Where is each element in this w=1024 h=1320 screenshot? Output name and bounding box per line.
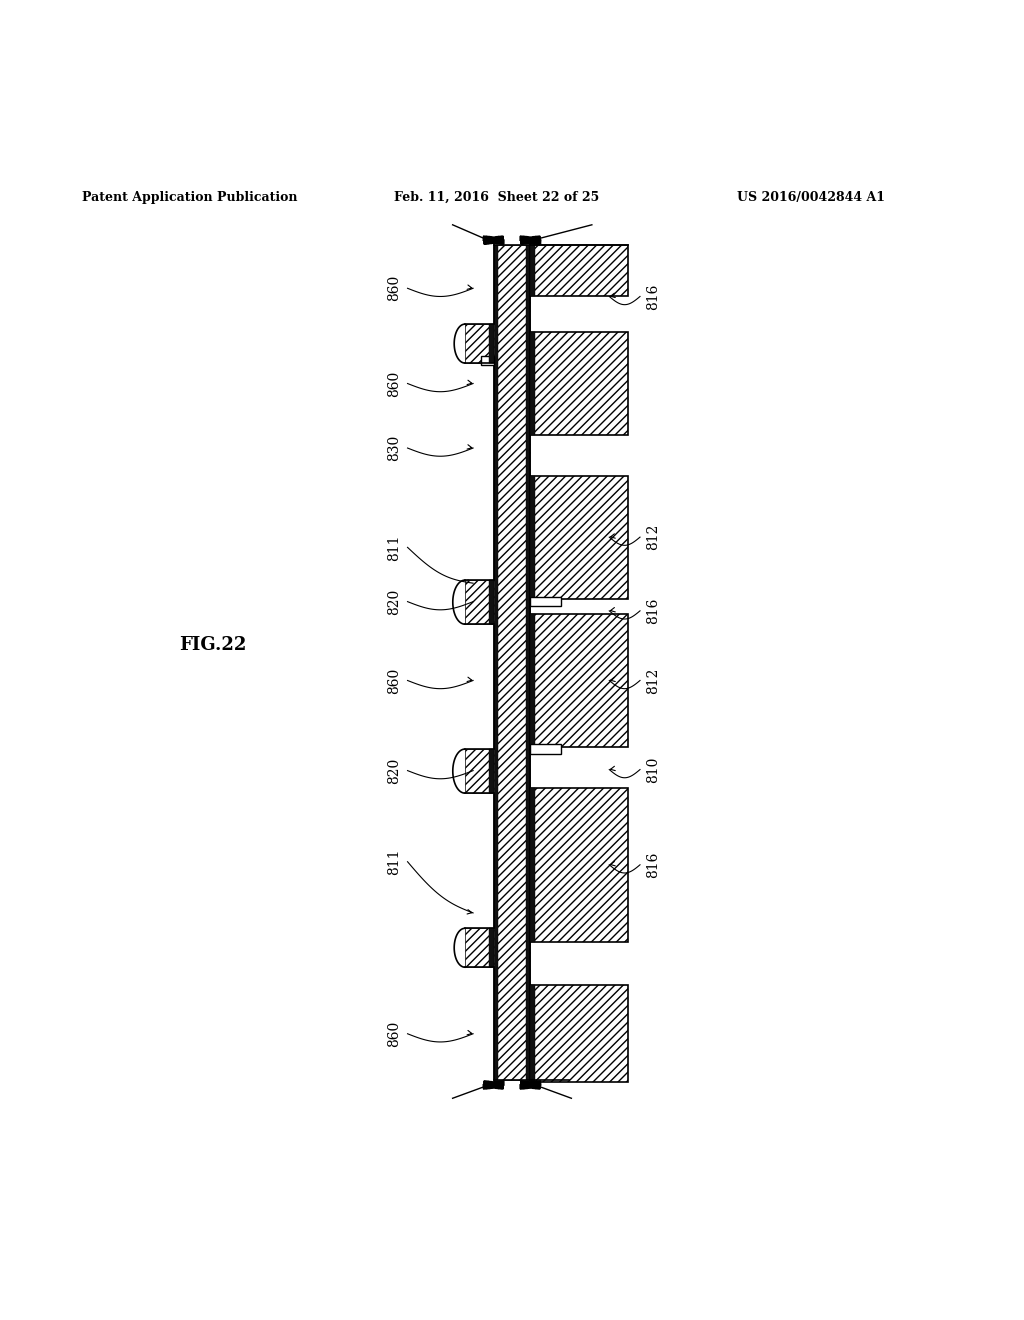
Bar [530, 614, 536, 747]
Text: Feb. 11, 2016  Sheet 22 of 25: Feb. 11, 2016 Sheet 22 of 25 [394, 191, 599, 205]
Bar [530, 246, 628, 297]
Bar [530, 597, 561, 606]
Text: 860: 860 [387, 1020, 401, 1047]
Bar [465, 928, 494, 968]
Bar [494, 246, 498, 1080]
Text: 820: 820 [387, 758, 401, 784]
Text: 820: 820 [387, 589, 401, 615]
Bar [530, 614, 628, 747]
Text: 810: 810 [646, 756, 660, 783]
Polygon shape [455, 325, 465, 363]
Bar [530, 475, 628, 598]
Bar [459, 325, 494, 363]
Text: Patent Application Publication: Patent Application Publication [82, 191, 297, 205]
Text: 816: 816 [646, 598, 660, 624]
Polygon shape [453, 579, 465, 624]
Text: FIG.22: FIG.22 [179, 636, 247, 653]
Bar [465, 579, 494, 624]
Text: 811: 811 [387, 849, 401, 875]
Polygon shape [455, 928, 465, 968]
Text: 830: 830 [387, 434, 401, 461]
Text: 816: 816 [646, 284, 660, 310]
Bar [494, 246, 530, 1080]
Bar [530, 985, 628, 1082]
Bar [530, 744, 561, 754]
Bar [526, 246, 530, 1080]
Bar [489, 928, 494, 968]
Bar [530, 788, 536, 941]
Text: US 2016/0042844 A1: US 2016/0042844 A1 [737, 191, 886, 205]
Bar [530, 246, 536, 297]
Text: 812: 812 [646, 524, 660, 550]
Bar [465, 748, 494, 793]
Bar [530, 985, 536, 1082]
Bar [530, 788, 628, 941]
Text: 816: 816 [646, 851, 660, 878]
Bar [530, 333, 628, 434]
Text: 860: 860 [387, 668, 401, 693]
Bar [459, 748, 494, 793]
Bar [530, 333, 536, 434]
Text: 812: 812 [646, 668, 660, 694]
Text: 860: 860 [387, 371, 401, 396]
Bar [489, 748, 494, 793]
Bar [489, 579, 494, 624]
Polygon shape [453, 748, 465, 793]
Bar [530, 475, 536, 598]
Text: 860: 860 [387, 275, 401, 301]
Bar [459, 579, 494, 624]
Text: 811: 811 [387, 535, 401, 561]
Bar [459, 928, 494, 968]
Bar [465, 325, 494, 363]
Bar [481, 356, 494, 366]
Bar [489, 325, 494, 363]
